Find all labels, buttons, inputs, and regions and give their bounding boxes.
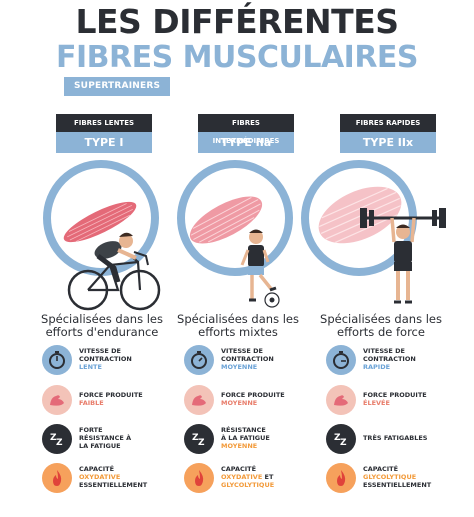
muscle-circle (43, 160, 159, 276)
feature-value: MOYENNE (221, 363, 258, 371)
flame-icon (42, 463, 72, 493)
feature-value: ÉLEVÉE (363, 399, 390, 407)
feature-force: FORCE PRODUITE MOYENNE (184, 385, 334, 419)
feature-value: MOYENNE (221, 442, 258, 450)
feature-line: FORTE (79, 426, 103, 434)
svg-text:Z: Z (198, 438, 205, 448)
column-header: FIBRES LENTES (56, 114, 152, 132)
feature-line: LA FATIGUE (79, 442, 121, 450)
feature-line: TRÈS FATIGABLES (363, 434, 428, 442)
feature-value: LENTE (79, 363, 102, 371)
muscle-circle (177, 160, 293, 276)
column-fast: FIBRES RAPIDES TYPE IIx (318, 114, 458, 153)
flame-icon (184, 463, 214, 493)
feature-line: FORCE PRODUITE (221, 391, 285, 399)
specialization-text: Spécialisées dans les efforts de force (306, 313, 456, 339)
stopwatch-icon (42, 345, 72, 375)
column-intermediate: FIBRES INTERMÉDIAIRES TYPE IIa (176, 114, 316, 153)
page-title-line2: FIBRES MUSCULAIRES (55, 40, 419, 75)
feature-value: RAPIDE (363, 363, 391, 371)
svg-text:Z: Z (334, 433, 341, 443)
svg-text:Z: Z (50, 433, 57, 443)
feature-capacity: CAPACITÉ OXYDATIVE ESSENTIELLEMENT (42, 463, 192, 497)
feature-line: CONTRACTION (221, 355, 274, 363)
spec-line: efforts mixtes (198, 325, 278, 339)
fiber-type: TYPE I (56, 132, 152, 153)
feature-force: FORCE PRODUITE ÉLEVÉE (326, 385, 474, 419)
spec-line: Spécialisées dans les (177, 312, 299, 326)
spec-line: efforts de force (337, 325, 425, 339)
column-header: FIBRES RAPIDES (340, 114, 436, 132)
spec-line: Spécialisées dans les (320, 312, 442, 326)
feature-value: OXYDATIVE (79, 473, 121, 481)
feature-line: CAPACITÉ (363, 465, 399, 473)
flexed-arm-icon (326, 385, 356, 415)
feature-line: ESSENTIELLEMENT (79, 481, 148, 489)
svg-text:Z: Z (340, 438, 347, 448)
feature-line: FORCE PRODUITE (363, 391, 427, 399)
spec-line: efforts d'endurance (45, 325, 159, 339)
feature-line: FORCE PRODUITE (79, 391, 143, 399)
feature-line: CAPACITÉ (221, 465, 257, 473)
feature-capacity: CAPACITÉ OXYDATIVE ET GLYCOLYTIQUE (184, 463, 334, 497)
feature-line: VITESSE DE (79, 347, 121, 355)
brand-label: SUPERTRAINERS (64, 77, 171, 96)
fiber-type: TYPE IIx (340, 132, 436, 153)
feature-line: CAPACITÉ (79, 465, 115, 473)
feature-line: CONTRACTION (363, 355, 416, 363)
feature-line: ET (262, 473, 274, 481)
feature-speed: VITESSE DE CONTRACTION MOYENNE (184, 345, 334, 379)
flexed-arm-icon (184, 385, 214, 415)
feature-value: GLYCOLYTIQUE (221, 481, 275, 489)
feature-capacity: CAPACITÉ GLYCOLYTIQUE ESSENTIELLEMENT (326, 463, 474, 497)
page-title-line1: LES DIFFÉRENTES (75, 2, 399, 41)
feature-line: RÉSISTANCE À (79, 434, 132, 442)
spec-line: Spécialisées dans les (41, 312, 163, 326)
feature-value: OXYDATIVE (221, 473, 263, 481)
fiber-type: TYPE IIa (198, 132, 294, 153)
feature-line: À LA FATIGUE (221, 434, 270, 442)
specialization-text: Spécialisées dans les efforts d'enduranc… (27, 313, 177, 339)
feature-value: FAIBLE (79, 399, 104, 407)
specialization-text: Spécialisées dans les efforts mixtes (163, 313, 313, 339)
feature-line: VITESSE DE (363, 347, 405, 355)
svg-text:Z: Z (56, 438, 63, 448)
muscle-circle (301, 160, 417, 276)
flexed-arm-icon (42, 385, 72, 415)
feature-line: VITESSE DE (221, 347, 263, 355)
feature-speed: VITESSE DE CONTRACTION LENTE (42, 345, 192, 379)
feature-line: RÉSISTANCE (221, 426, 266, 434)
feature-force: FORCE PRODUITE FAIBLE (42, 385, 192, 419)
column-header: FIBRES INTERMÉDIAIRES (198, 114, 294, 145)
feature-line: CONTRACTION (79, 355, 132, 363)
feature-value: MOYENNE (221, 399, 258, 407)
stopwatch-icon (326, 345, 356, 375)
feature-value: GLYCOLYTIQUE (363, 473, 417, 481)
feature-line: ESSENTIELLEMENT (363, 481, 432, 489)
column-slow: FIBRES LENTES TYPE I (34, 114, 174, 153)
svg-text:Z: Z (192, 433, 199, 443)
flame-icon (326, 463, 356, 493)
feature-speed: VITESSE DE CONTRACTION RAPIDE (326, 345, 474, 379)
stopwatch-icon (184, 345, 214, 375)
